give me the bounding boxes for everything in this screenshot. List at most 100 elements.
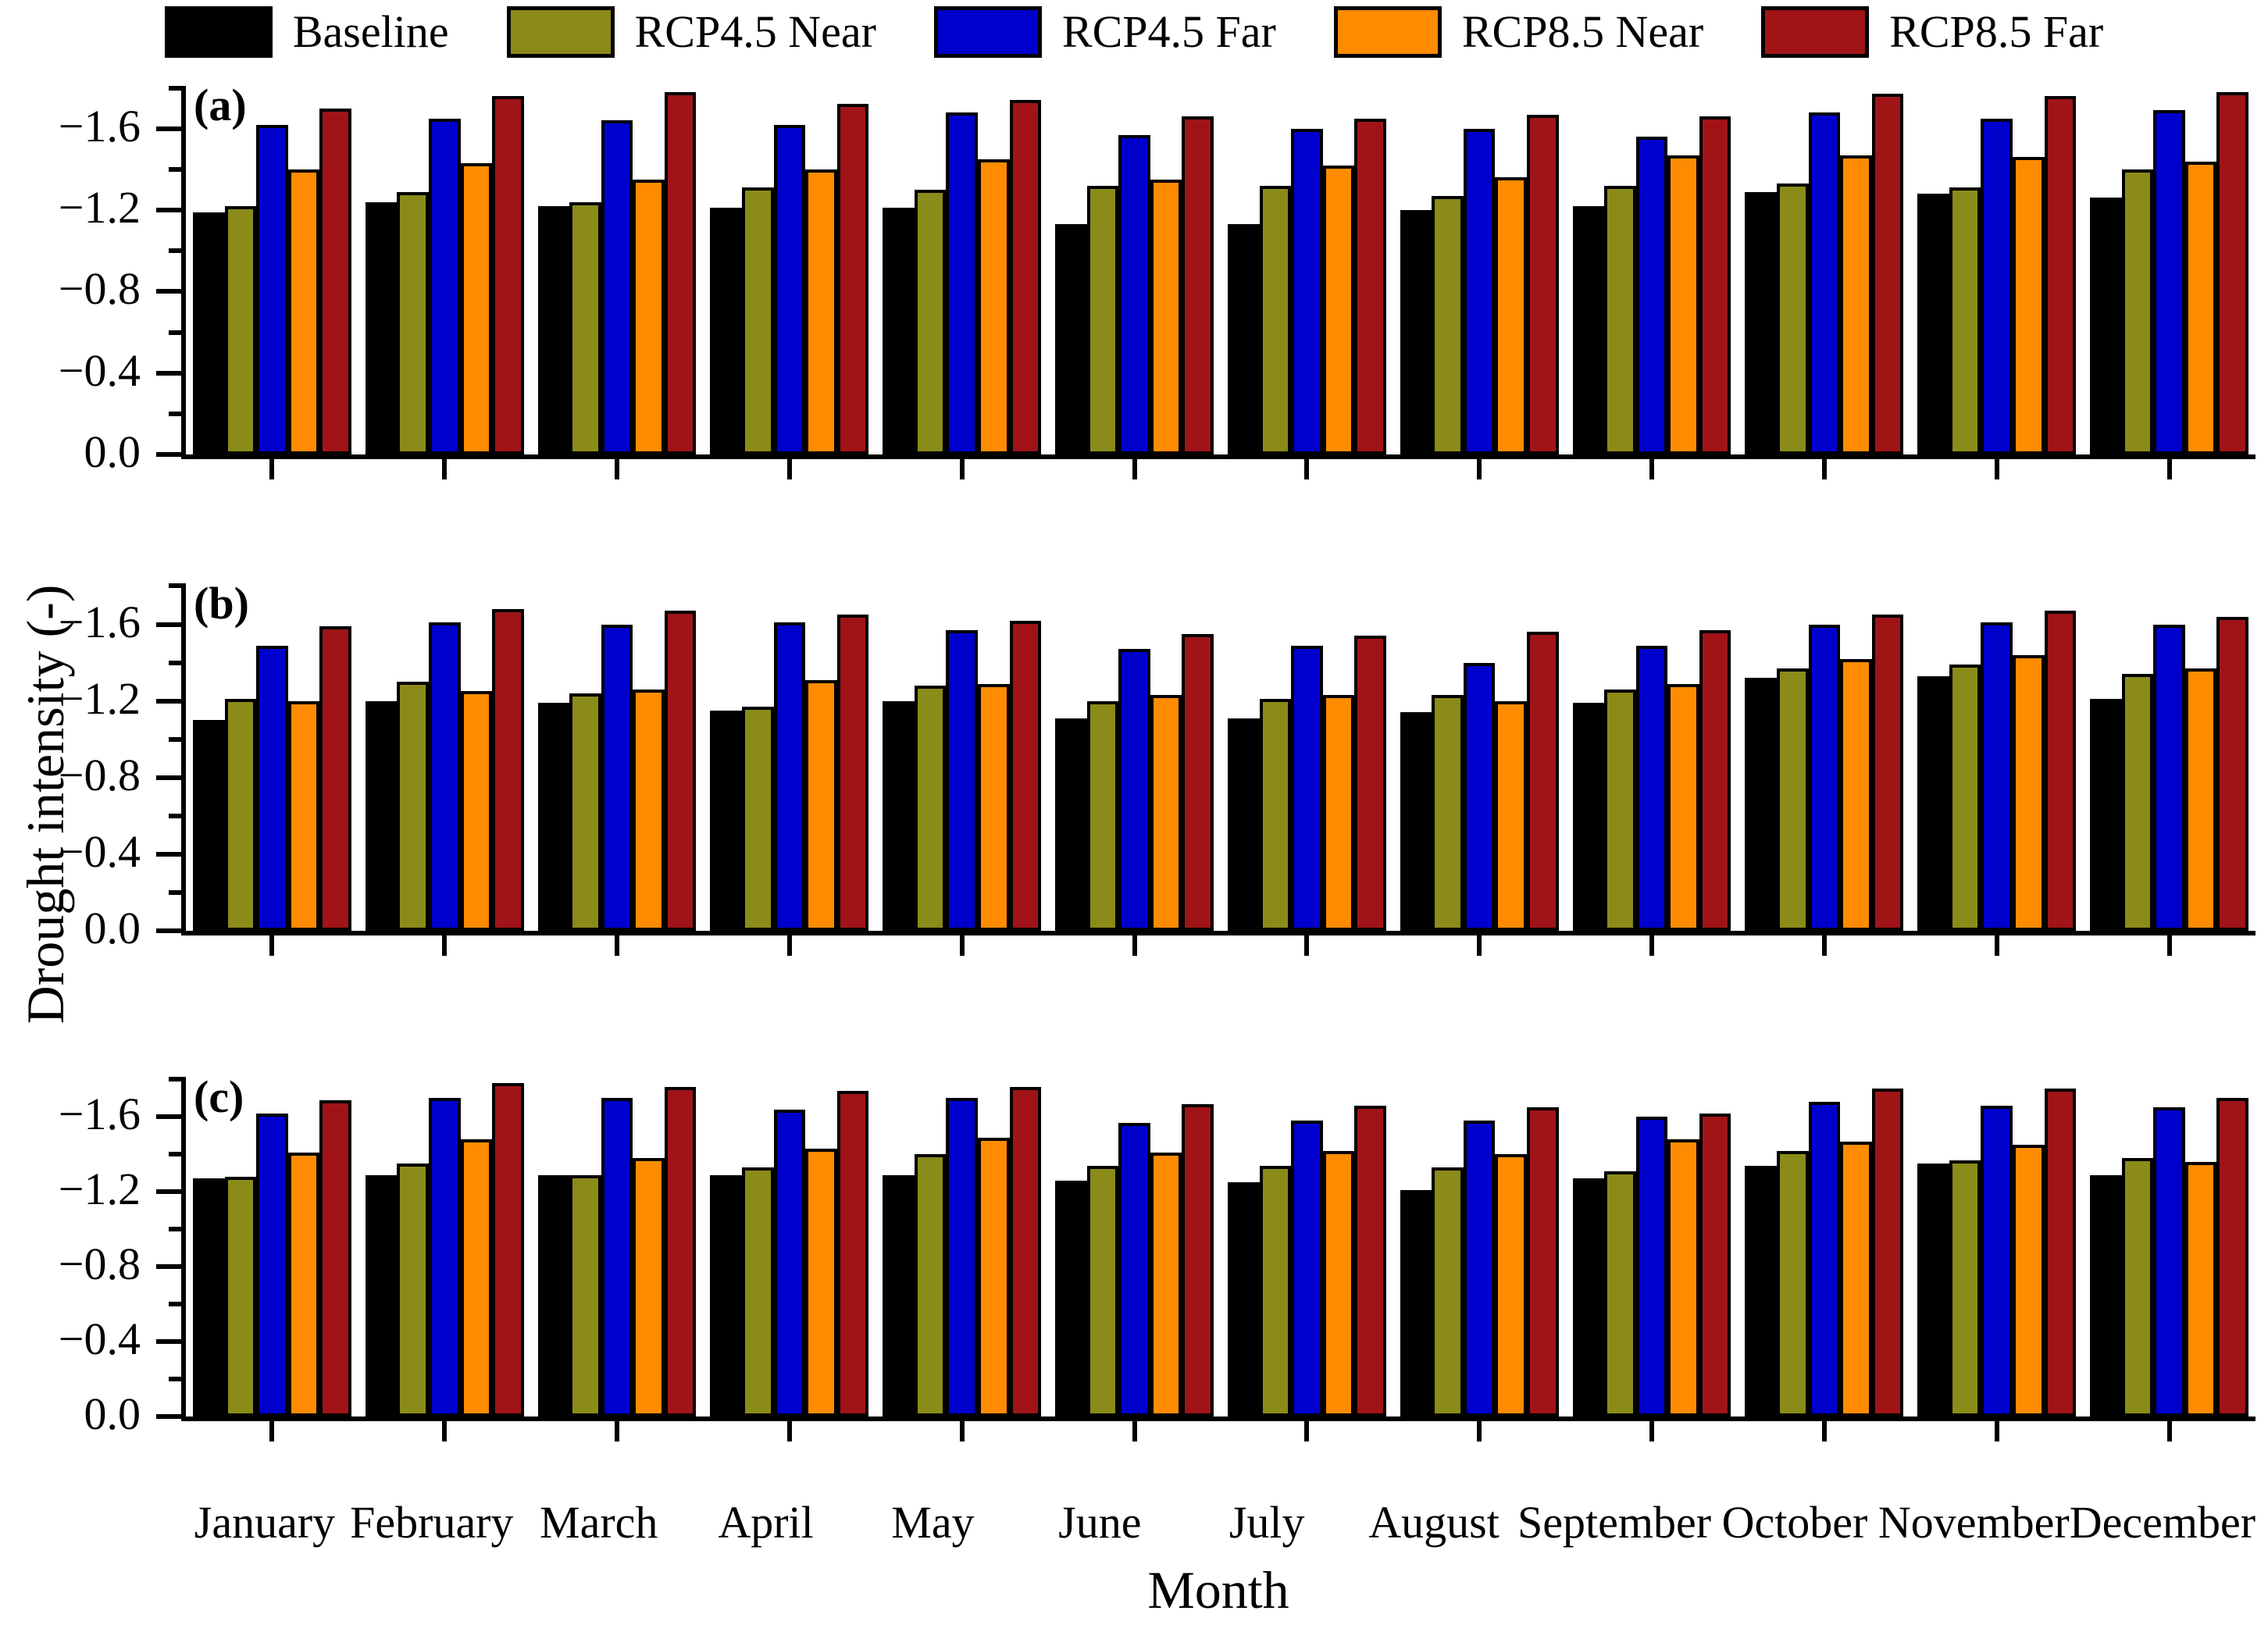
month-bar-group [1048,86,1221,454]
bar-rcp8-5-near [1667,683,1699,931]
bar-rcp4-5-far [1808,112,1841,454]
y-major-tick [156,928,186,933]
bar-rcp8-5-far [2044,611,2077,931]
bar-rcp8-5-near [2184,668,2217,931]
x-tick [615,931,620,956]
x-tick [1304,1417,1310,1441]
bar-rcp8-5-far [664,611,697,931]
bar-rcp4-5-far [1118,649,1150,931]
x-tick [1821,454,1827,479]
month-bar-group [703,86,875,454]
bar-baseline [1917,675,1949,931]
legend-swatch [1761,6,1870,58]
bars-container [186,86,2256,454]
x-tick [1994,454,1999,479]
x-tick [786,931,792,956]
bar-rcp8-5-far [1527,1107,1559,1417]
month-bar-group [186,584,358,931]
bar-rcp4-5-near [1086,185,1119,454]
bar-baseline [710,1174,743,1417]
y-tick-label: −0.4 [58,825,141,877]
bar-rcp4-5-far [1635,645,1668,931]
y-minor-tick [169,889,186,895]
bar-rcp8-5-far [2216,616,2248,931]
bar-rcp8-5-near [805,1149,837,1417]
bar-rcp4-5-near [914,1154,947,1417]
bar-rcp4-5-far [1291,1121,1323,1417]
bar-rcp8-5-near [2012,1145,2045,1417]
x-tick [442,931,448,956]
bar-rcp8-5-far [1354,118,1386,454]
bar-rcp4-5-near [1949,1160,1981,1417]
bar-rcp4-5-far [1291,128,1323,454]
bar-rcp4-5-far [773,622,806,931]
bar-baseline [2090,1174,2122,1417]
bar-rcp4-5-near [2121,674,2154,931]
bar-rcp8-5-near [978,1137,1010,1417]
bar-rcp8-5-far [492,96,524,454]
bar-rcp4-5-far [1808,1102,1841,1417]
month-bar-group [531,584,704,931]
y-minor-tick [169,166,186,172]
x-tick [786,454,792,479]
bar-rcp8-5-near [1495,177,1528,454]
bar-baseline [1745,191,1778,454]
bar-baseline [883,1174,915,1417]
bar-rcp4-5-near [1777,668,1809,931]
bar-rcp8-5-far [2216,91,2248,454]
bar-rcp4-5-near [397,682,429,931]
y-major-tick [156,452,186,457]
y-minor-tick [169,411,186,416]
bar-rcp4-5-far [1463,1121,1496,1417]
bar-rcp4-5-near [1604,689,1636,931]
plot-area: 0.0 −0.4 −0.8 −1.2 −1.6 [59,85,2256,479]
bar-rcp8-5-near [633,1158,665,1417]
x-tick [1132,454,1137,479]
y-axis-title: Drought intensity (-) [16,584,75,1025]
bar-rcp8-5-far [1009,100,1042,454]
bar-baseline [537,703,570,931]
y-minor-tick [169,248,186,254]
x-tick [2166,454,2172,479]
y-tick-label: 0.0 [84,903,141,953]
bar-rcp8-5-far [1354,636,1386,931]
legend-label: RCP4.5 Far [1061,6,1276,57]
month-bar-group [531,1078,704,1417]
bar-rcp8-5-far [319,625,351,931]
bar-baseline [1055,224,1087,454]
bar-rcp8-5-near [978,159,1010,454]
month-label: April [718,1497,814,1548]
x-tick [1477,454,1482,479]
bar-rcp4-5-far [1463,662,1496,931]
x-tick [959,1417,965,1441]
bar-rcp8-5-near [633,179,665,454]
x-tick [269,454,275,479]
x-tick [269,931,275,956]
y-minor-tick [169,813,186,818]
bar-rcp8-5-near [1322,695,1355,931]
bar-rcp4-5-far [2153,624,2185,931]
bar-rcp8-5-near [1150,179,1182,454]
y-minor-tick [169,1077,186,1082]
y-tick-label: −1.2 [58,182,141,233]
bar-baseline [1572,703,1605,931]
bar-rcp8-5-far [492,1083,524,1417]
bar-rcp8-5-far [1871,1089,1904,1417]
bar-rcp4-5-near [742,707,774,931]
month-bar-group [1910,584,2083,931]
legend-label: RCP8.5 Near [1461,6,1704,57]
panel-a: 0.0 −0.4 −0.8 −1.2 −1.6 (a) [59,83,2256,479]
bar-rcp8-5-near [2012,654,2045,931]
bar-rcp8-5-far [1871,615,1904,931]
bar-rcp4-5-near [224,205,257,454]
x-tick [1821,1417,1827,1441]
bar-rcp4-5-far [1981,118,2013,454]
y-minor-tick [169,1302,186,1307]
bar-rcp8-5-near [1840,1141,1872,1417]
x-axis-month-labels: January February March April May June July Augu… [181,1498,2256,1548]
bar-rcp8-5-near [1667,155,1699,454]
month-bar-group [875,584,1048,931]
legend-swatch [164,6,273,58]
y-minor-tick [169,736,186,742]
bar-rcp4-5-far [1981,622,2013,931]
